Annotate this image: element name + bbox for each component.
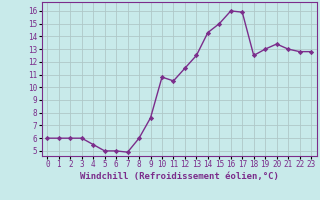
X-axis label: Windchill (Refroidissement éolien,°C): Windchill (Refroidissement éolien,°C): [80, 172, 279, 181]
